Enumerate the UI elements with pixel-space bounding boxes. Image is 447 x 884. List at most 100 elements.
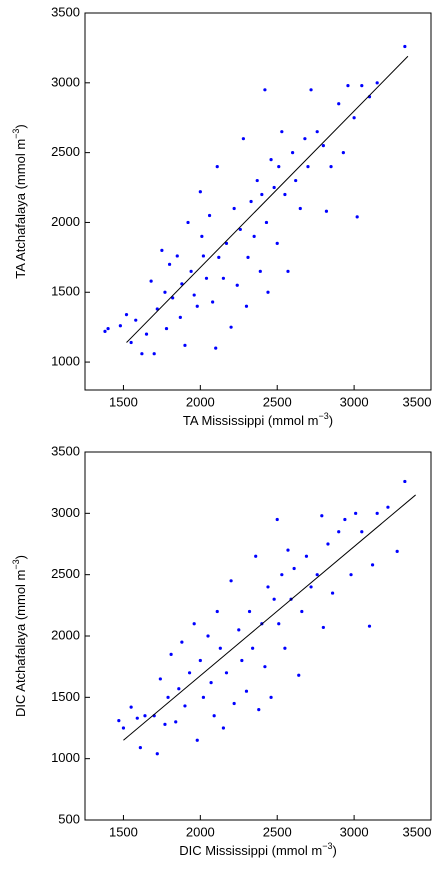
point bbox=[275, 517, 279, 522]
y-tick-label: 2000 bbox=[51, 627, 80, 642]
y-axis-label-part: ) bbox=[13, 555, 28, 559]
point bbox=[269, 695, 273, 699]
point bbox=[360, 530, 364, 534]
x-axis-label-part: ) bbox=[329, 413, 333, 428]
y-tick-label: 500 bbox=[58, 811, 80, 826]
point bbox=[215, 164, 219, 169]
point bbox=[255, 178, 259, 183]
point bbox=[263, 88, 267, 92]
point bbox=[121, 726, 126, 730]
point bbox=[272, 597, 276, 601]
point bbox=[238, 227, 242, 232]
x-tick-label: 2500 bbox=[263, 394, 292, 409]
point bbox=[303, 137, 307, 141]
point bbox=[229, 579, 233, 583]
point bbox=[155, 752, 159, 756]
point bbox=[186, 220, 190, 225]
point bbox=[386, 505, 390, 509]
point bbox=[192, 293, 196, 297]
point bbox=[221, 726, 225, 730]
point bbox=[375, 511, 379, 515]
point bbox=[144, 332, 149, 336]
point bbox=[277, 622, 281, 626]
point bbox=[266, 290, 270, 294]
point bbox=[321, 144, 325, 148]
point bbox=[183, 704, 187, 708]
point bbox=[224, 671, 229, 675]
point bbox=[192, 622, 196, 626]
point bbox=[212, 714, 216, 718]
point bbox=[251, 646, 255, 650]
y-tick-label: 3000 bbox=[51, 74, 80, 89]
point bbox=[304, 554, 309, 558]
point bbox=[138, 746, 142, 750]
x-tick-label: 3500 bbox=[403, 394, 432, 409]
point bbox=[360, 84, 364, 88]
point bbox=[198, 190, 202, 194]
point bbox=[254, 554, 258, 558]
point bbox=[266, 585, 270, 589]
x-tick-label: 2000 bbox=[186, 824, 215, 839]
point bbox=[252, 234, 256, 239]
x-axis-label-sup: −3 bbox=[318, 411, 328, 421]
point bbox=[211, 300, 215, 304]
y-tick-label: 2500 bbox=[51, 566, 80, 581]
point bbox=[280, 573, 284, 577]
x-tick-label: 1500 bbox=[109, 394, 138, 409]
point bbox=[275, 241, 279, 245]
point bbox=[343, 517, 347, 522]
point bbox=[166, 695, 170, 699]
y-tick-label: 3500 bbox=[51, 443, 80, 458]
point bbox=[337, 530, 341, 534]
point bbox=[206, 634, 210, 638]
point bbox=[224, 241, 229, 245]
y-tick-label: 1000 bbox=[51, 750, 80, 765]
y-tick-label: 3500 bbox=[51, 4, 80, 19]
point bbox=[149, 279, 153, 283]
point bbox=[257, 708, 261, 712]
point bbox=[232, 701, 236, 706]
point bbox=[320, 514, 324, 518]
point bbox=[375, 81, 379, 85]
point bbox=[189, 269, 193, 273]
point bbox=[315, 573, 319, 577]
point bbox=[291, 151, 295, 155]
point bbox=[240, 658, 244, 663]
point bbox=[298, 206, 302, 211]
y-tick-label: 1500 bbox=[51, 689, 80, 704]
point bbox=[229, 325, 233, 329]
point bbox=[164, 326, 169, 331]
point bbox=[337, 102, 341, 106]
x-axis-label-part: ) bbox=[332, 843, 336, 858]
point bbox=[214, 346, 218, 350]
point bbox=[330, 591, 335, 595]
point bbox=[237, 628, 241, 632]
x-tick-label: 1500 bbox=[109, 824, 138, 839]
point bbox=[140, 352, 144, 356]
point bbox=[174, 720, 178, 724]
y-tick-label: 3000 bbox=[51, 505, 80, 520]
point bbox=[201, 695, 206, 699]
point bbox=[341, 151, 345, 155]
plot-frame bbox=[84, 451, 432, 821]
point bbox=[395, 549, 399, 553]
x-tick-label: 3000 bbox=[340, 394, 369, 409]
point bbox=[244, 689, 249, 693]
point bbox=[215, 609, 219, 614]
point bbox=[277, 164, 281, 169]
point bbox=[309, 88, 313, 92]
point bbox=[195, 304, 199, 308]
point bbox=[180, 282, 184, 286]
point bbox=[349, 573, 353, 577]
point bbox=[324, 209, 329, 213]
y-axis-label-sup: −3 bbox=[11, 559, 21, 569]
y-tick-label: 2000 bbox=[51, 214, 80, 229]
point bbox=[297, 673, 301, 677]
point bbox=[286, 269, 290, 273]
point bbox=[246, 255, 250, 259]
point bbox=[106, 326, 110, 331]
point bbox=[207, 213, 212, 218]
point bbox=[204, 276, 209, 280]
point bbox=[283, 192, 287, 197]
